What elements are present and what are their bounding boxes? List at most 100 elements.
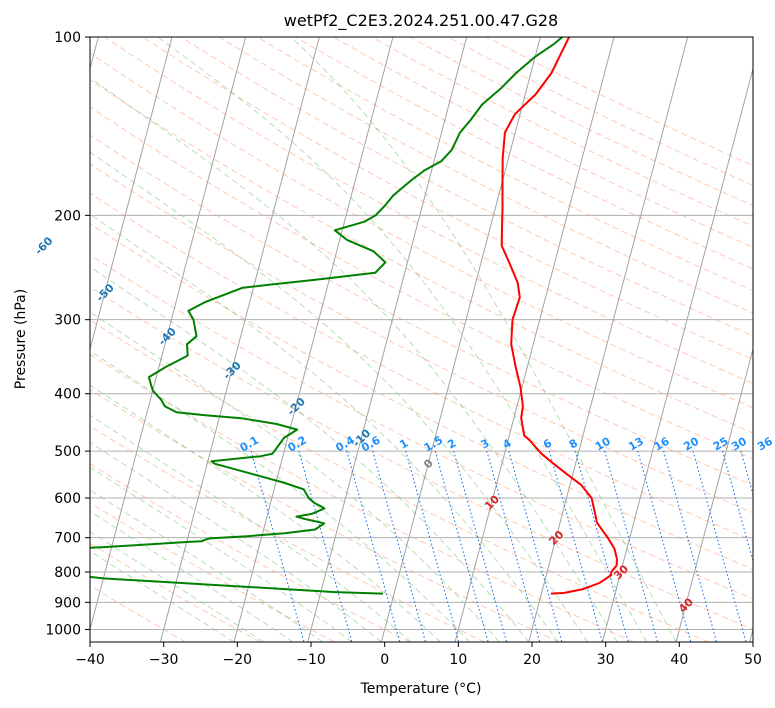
- mixing-ratio-line: [574, 450, 629, 642]
- dry-adiabat: [485, 37, 753, 167]
- isotherm-line: [675, 347, 753, 642]
- dry-adiabat: [180, 37, 753, 337]
- moist-adiabat: [90, 510, 294, 642]
- dry-adiabat: [90, 319, 709, 642]
- isotherm-label: 20: [546, 528, 566, 548]
- moist-adiabat: [90, 151, 589, 642]
- mixing-ratio-line: [372, 450, 427, 642]
- mixing-ratio-label: 8: [567, 437, 580, 452]
- isotherm-line: [233, 37, 394, 642]
- moist-adiabat: [90, 213, 559, 642]
- mixing-ratio-line: [508, 450, 563, 642]
- y-axis: 100 200 300 400 500 600 700 800 900 1000: [45, 30, 90, 638]
- mixing-ratio-label: 6: [541, 436, 554, 451]
- isotherm-label: 0: [421, 456, 436, 471]
- moist-adiabat: [90, 531, 264, 642]
- mixing-ratio-label: 4: [501, 436, 514, 451]
- x-tick-label: −10: [296, 652, 326, 668]
- moist-adiabat: [157, 37, 648, 642]
- mixing-ratio-lines: [250, 450, 775, 642]
- moist-adiabat: [90, 311, 500, 642]
- mixing-ratio-line: [486, 450, 541, 642]
- dry-adiabat: [104, 37, 753, 384]
- isotherm-line: [454, 37, 615, 642]
- dry-adiabat: [371, 37, 753, 227]
- x-tick-label: 10: [449, 652, 467, 668]
- y-tick-label: 900: [54, 595, 81, 611]
- mixing-ratio-line: [740, 450, 753, 497]
- isotherm-label: -50: [94, 281, 117, 304]
- mixing-ratio-label: 36: [755, 434, 775, 453]
- y-tick-label: 400: [54, 387, 81, 403]
- mixing-ratio-line: [604, 450, 659, 642]
- y-tick-label: 500: [54, 444, 81, 460]
- x-tick-label: 0: [380, 652, 389, 668]
- moist-adiabat: [90, 550, 235, 642]
- dry-adiabat: [90, 388, 560, 642]
- chart-title: wetPf2_C2E3.2024.251.00.47.G28: [284, 11, 558, 31]
- x-axis: −40 −30 −20 −10 0 10 20 30 40 50: [75, 642, 762, 668]
- x-tick-label: 30: [597, 652, 615, 668]
- moist-adiabat: [290, 37, 677, 642]
- dry-adiabat: [447, 37, 753, 186]
- moist-adiabat: [90, 466, 353, 642]
- dry-adiabat: [90, 542, 261, 642]
- y-tick-label: 100: [54, 30, 81, 46]
- mixing-ratio-line: [663, 450, 718, 642]
- dry-adiabat: [142, 37, 753, 360]
- isotherm-label: 30: [611, 562, 631, 582]
- y-tick-label: 700: [54, 531, 81, 547]
- dewpoint-line: [90, 37, 564, 595]
- temperature-line: [500, 37, 618, 595]
- isotherm-label: -60: [32, 234, 55, 257]
- isotherm-line: [380, 37, 541, 642]
- mixing-ratio-line: [250, 450, 305, 642]
- x-tick-label: −40: [75, 652, 105, 668]
- mixing-ratio-line: [637, 450, 692, 642]
- moist-adiabat: [90, 266, 530, 642]
- y-tick-label: 800: [54, 565, 81, 581]
- isotherm-line: [90, 37, 247, 632]
- mixing-ratio-line: [298, 450, 353, 642]
- x-tick-label: 40: [670, 652, 688, 668]
- dry-adiabat: [90, 286, 753, 630]
- mixing-ratio-line: [692, 450, 747, 642]
- moist-adiabat: [90, 384, 441, 642]
- dry-adiabat: [218, 37, 753, 314]
- mixing-ratio-label: 2: [445, 437, 458, 452]
- y-tick-label: 1000: [45, 622, 81, 638]
- dry-adiabat: [90, 463, 410, 642]
- x-tick-label: −30: [149, 652, 179, 668]
- x-tick-label: 20: [523, 652, 541, 668]
- isotherm-line: [601, 66, 753, 642]
- dry-adiabat: [90, 584, 186, 642]
- dry-adiabat: [256, 37, 753, 292]
- isotherm-line: [528, 37, 689, 642]
- x-tick-label: 50: [744, 652, 762, 668]
- mixing-ratio-line: [548, 450, 603, 642]
- dry-adiabat: [90, 353, 634, 642]
- mixing-ratio-line: [405, 450, 460, 642]
- isotherm-line: [307, 37, 468, 642]
- y-tick-label: 600: [54, 491, 81, 507]
- dry-adiabat: [90, 134, 753, 486]
- isotherm-label: -40: [156, 325, 179, 348]
- plot-frame: [89, 36, 754, 643]
- sounding-series: [90, 37, 618, 595]
- mixing-ratio-line: [767, 451, 775, 642]
- isotherm-label: -20: [285, 395, 308, 418]
- dry-adiabat: [295, 37, 753, 270]
- x-tick-label: −20: [223, 652, 253, 668]
- moist-adiabat: [90, 489, 323, 642]
- isobar-gridlines: [90, 37, 753, 630]
- dry-adiabat: [90, 79, 753, 434]
- mixing-ratio-line: [434, 450, 489, 642]
- isotherms: [90, 37, 753, 642]
- moist-adiabat: [90, 350, 471, 642]
- y-tick-label: 300: [54, 313, 81, 329]
- mixing-ratio-line: [721, 450, 753, 564]
- mixing-ratio-line: [346, 450, 401, 642]
- isotherm-line: [90, 37, 173, 352]
- x-axis-title: Temperature (°C): [360, 681, 482, 697]
